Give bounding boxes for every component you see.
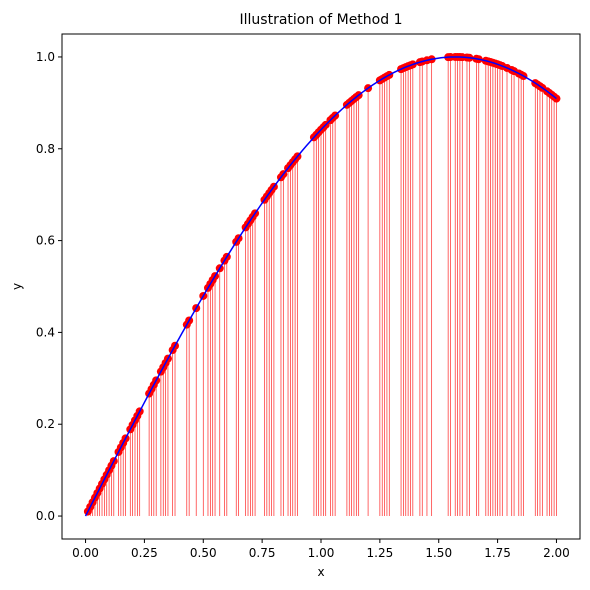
x-tick-label-2: 0.50 xyxy=(190,546,217,560)
x-axis: 0.00 0.25 0.50 0.75 1.00 1.25 1.50 1.75 2.00 xyxy=(72,539,570,560)
y-axis-label: y xyxy=(10,283,24,290)
y-tick-label-1: 0.2 xyxy=(36,417,55,431)
x-axis-label: x xyxy=(317,565,324,579)
x-tick-label-0: 0.00 xyxy=(72,546,99,560)
plot-area xyxy=(83,52,561,517)
chart-title: Illustration of Method 1 xyxy=(240,12,403,28)
y-tick-label-0: 0.0 xyxy=(36,509,55,523)
x-tick-label-7: 1.75 xyxy=(484,546,511,560)
y-axis: 0.0 0.2 0.4 0.6 0.8 1.0 xyxy=(36,50,62,523)
x-tick-label-4: 1.00 xyxy=(308,546,335,560)
x-tick-label-1: 0.25 xyxy=(131,546,158,560)
x-tick-label-5: 1.25 xyxy=(367,546,394,560)
curve-line xyxy=(84,56,557,517)
y-tick-label-2: 0.4 xyxy=(36,325,55,339)
x-tick-label-6: 1.50 xyxy=(425,546,452,560)
y-tick-label-5: 1.0 xyxy=(36,50,55,64)
y-tick-label-4: 0.8 xyxy=(36,142,55,156)
x-tick-label-3: 0.75 xyxy=(249,546,276,560)
y-tick-label-3: 0.6 xyxy=(36,234,55,248)
x-tick-label-8: 2.00 xyxy=(543,546,570,560)
